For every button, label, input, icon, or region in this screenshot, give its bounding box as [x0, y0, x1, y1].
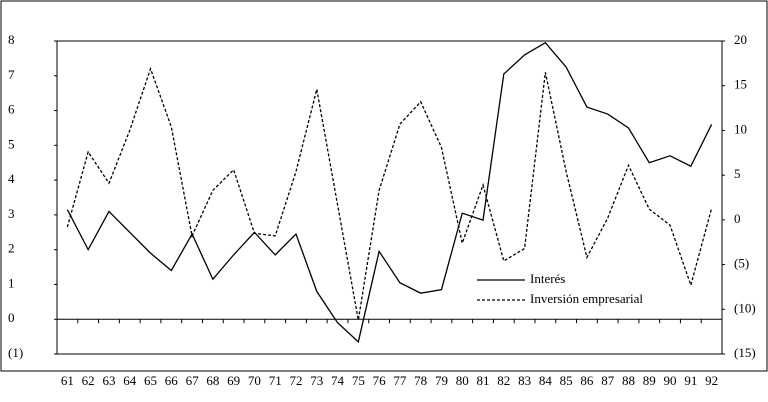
x-tick-label: 62 [82, 373, 95, 388]
x-tick-label: 66 [165, 373, 179, 388]
y2-tick-label: (10) [734, 300, 756, 315]
y-tick-label: 1 [8, 275, 15, 290]
y2-tick-label: 10 [734, 121, 747, 136]
y2-tick-label: 0 [734, 211, 741, 226]
y-tick-label: 2 [8, 241, 15, 256]
y2-tick-label: (15) [734, 345, 756, 360]
plot-frame [56, 40, 723, 355]
x-tick-label: 80 [456, 373, 469, 388]
y-tick-label: (1) [8, 345, 23, 360]
y2-tick-label: 15 [734, 77, 747, 92]
x-tick-label: 81 [477, 373, 490, 388]
x-tick-label: 87 [601, 373, 615, 388]
y2-tick-label: 5 [734, 166, 741, 181]
y2-tick-label: (5) [734, 256, 749, 271]
data-line [66, 66, 713, 321]
x-tick-label: 74 [331, 373, 345, 388]
x-tick-label: 64 [123, 373, 137, 388]
x-tick-label: 90 [664, 373, 677, 388]
x-tick-label: 72 [289, 373, 302, 388]
y-tick-label: 6 [8, 102, 15, 117]
x-tick-label: 63 [102, 373, 115, 388]
x-tick-label: 88 [622, 373, 635, 388]
x-tick-label: 78 [414, 373, 427, 388]
x-tick-label: 70 [248, 373, 261, 388]
x-tick-label: 89 [643, 373, 656, 388]
x-tick-label: 92 [705, 373, 718, 388]
x-tick-label: 91 [684, 373, 697, 388]
y-tick-label: 7 [8, 67, 15, 82]
x-tick-label: 77 [393, 373, 407, 388]
x-tick-label: 65 [144, 373, 157, 388]
x-tick-label: 75 [352, 373, 365, 388]
data-line [66, 41, 713, 344]
y2-tick-label: 20 [734, 32, 747, 47]
x-tick-label: 79 [435, 373, 448, 388]
y-tick-label: 4 [8, 171, 15, 186]
legend-label: Inversión empresarial [530, 291, 643, 306]
y-tick-label: 5 [8, 136, 15, 151]
chart-border [0, 0, 768, 372]
y-tick-label: 8 [8, 32, 15, 47]
x-tick-label: 68 [206, 373, 219, 388]
x-tick-label: 67 [186, 373, 200, 388]
x-tick-label: 83 [518, 373, 531, 388]
x-tick-label: 82 [497, 373, 510, 388]
y-tick-label: 0 [8, 310, 15, 325]
x-tick-label: 73 [310, 373, 323, 388]
x-tick-label: 76 [373, 373, 387, 388]
x-tick-label: 85 [560, 373, 573, 388]
x-tick-label: 71 [269, 373, 282, 388]
x-tick-label: 69 [227, 373, 240, 388]
x-tick-label: 61 [61, 373, 74, 388]
x-tick-label: 84 [539, 373, 553, 388]
legend-label: Interés [530, 271, 565, 286]
x-tick-label: 86 [580, 373, 594, 388]
y-tick-label: 3 [8, 206, 15, 221]
